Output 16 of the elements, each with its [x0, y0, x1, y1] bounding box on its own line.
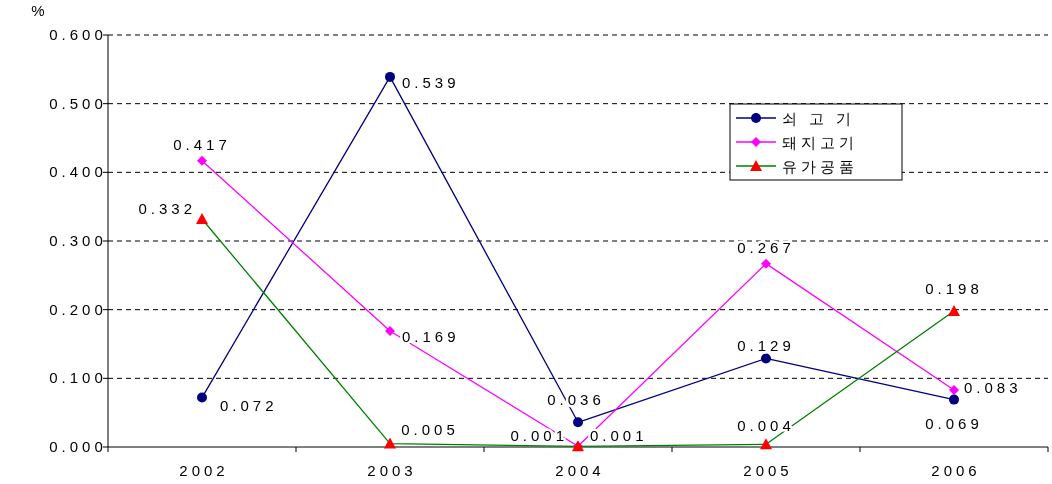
y-tick-label: 0.100	[49, 369, 107, 387]
legend-label: 유가공품	[782, 158, 858, 175]
y-tick-label: 0.400	[49, 163, 107, 181]
x-tick-label: 2004	[555, 462, 605, 479]
legend-label: 쇠 고 기	[782, 110, 856, 127]
y-tick-label: 0.200	[49, 300, 107, 318]
y-tick-label: 0.000	[49, 438, 107, 455]
y-tick-label: 0.300	[49, 232, 107, 249]
x-tick-label: 2003	[367, 462, 417, 479]
x-tick-label: 2002	[179, 462, 229, 479]
x-tick-label: 2005	[743, 462, 793, 479]
x-tick-label: 2006	[931, 462, 981, 479]
y-axis-title: %	[31, 2, 49, 19]
y-tick-label: 0.500	[49, 94, 107, 112]
y-tick-label: 0.600	[49, 26, 107, 43]
legend-label: 돼지고기	[782, 134, 858, 151]
